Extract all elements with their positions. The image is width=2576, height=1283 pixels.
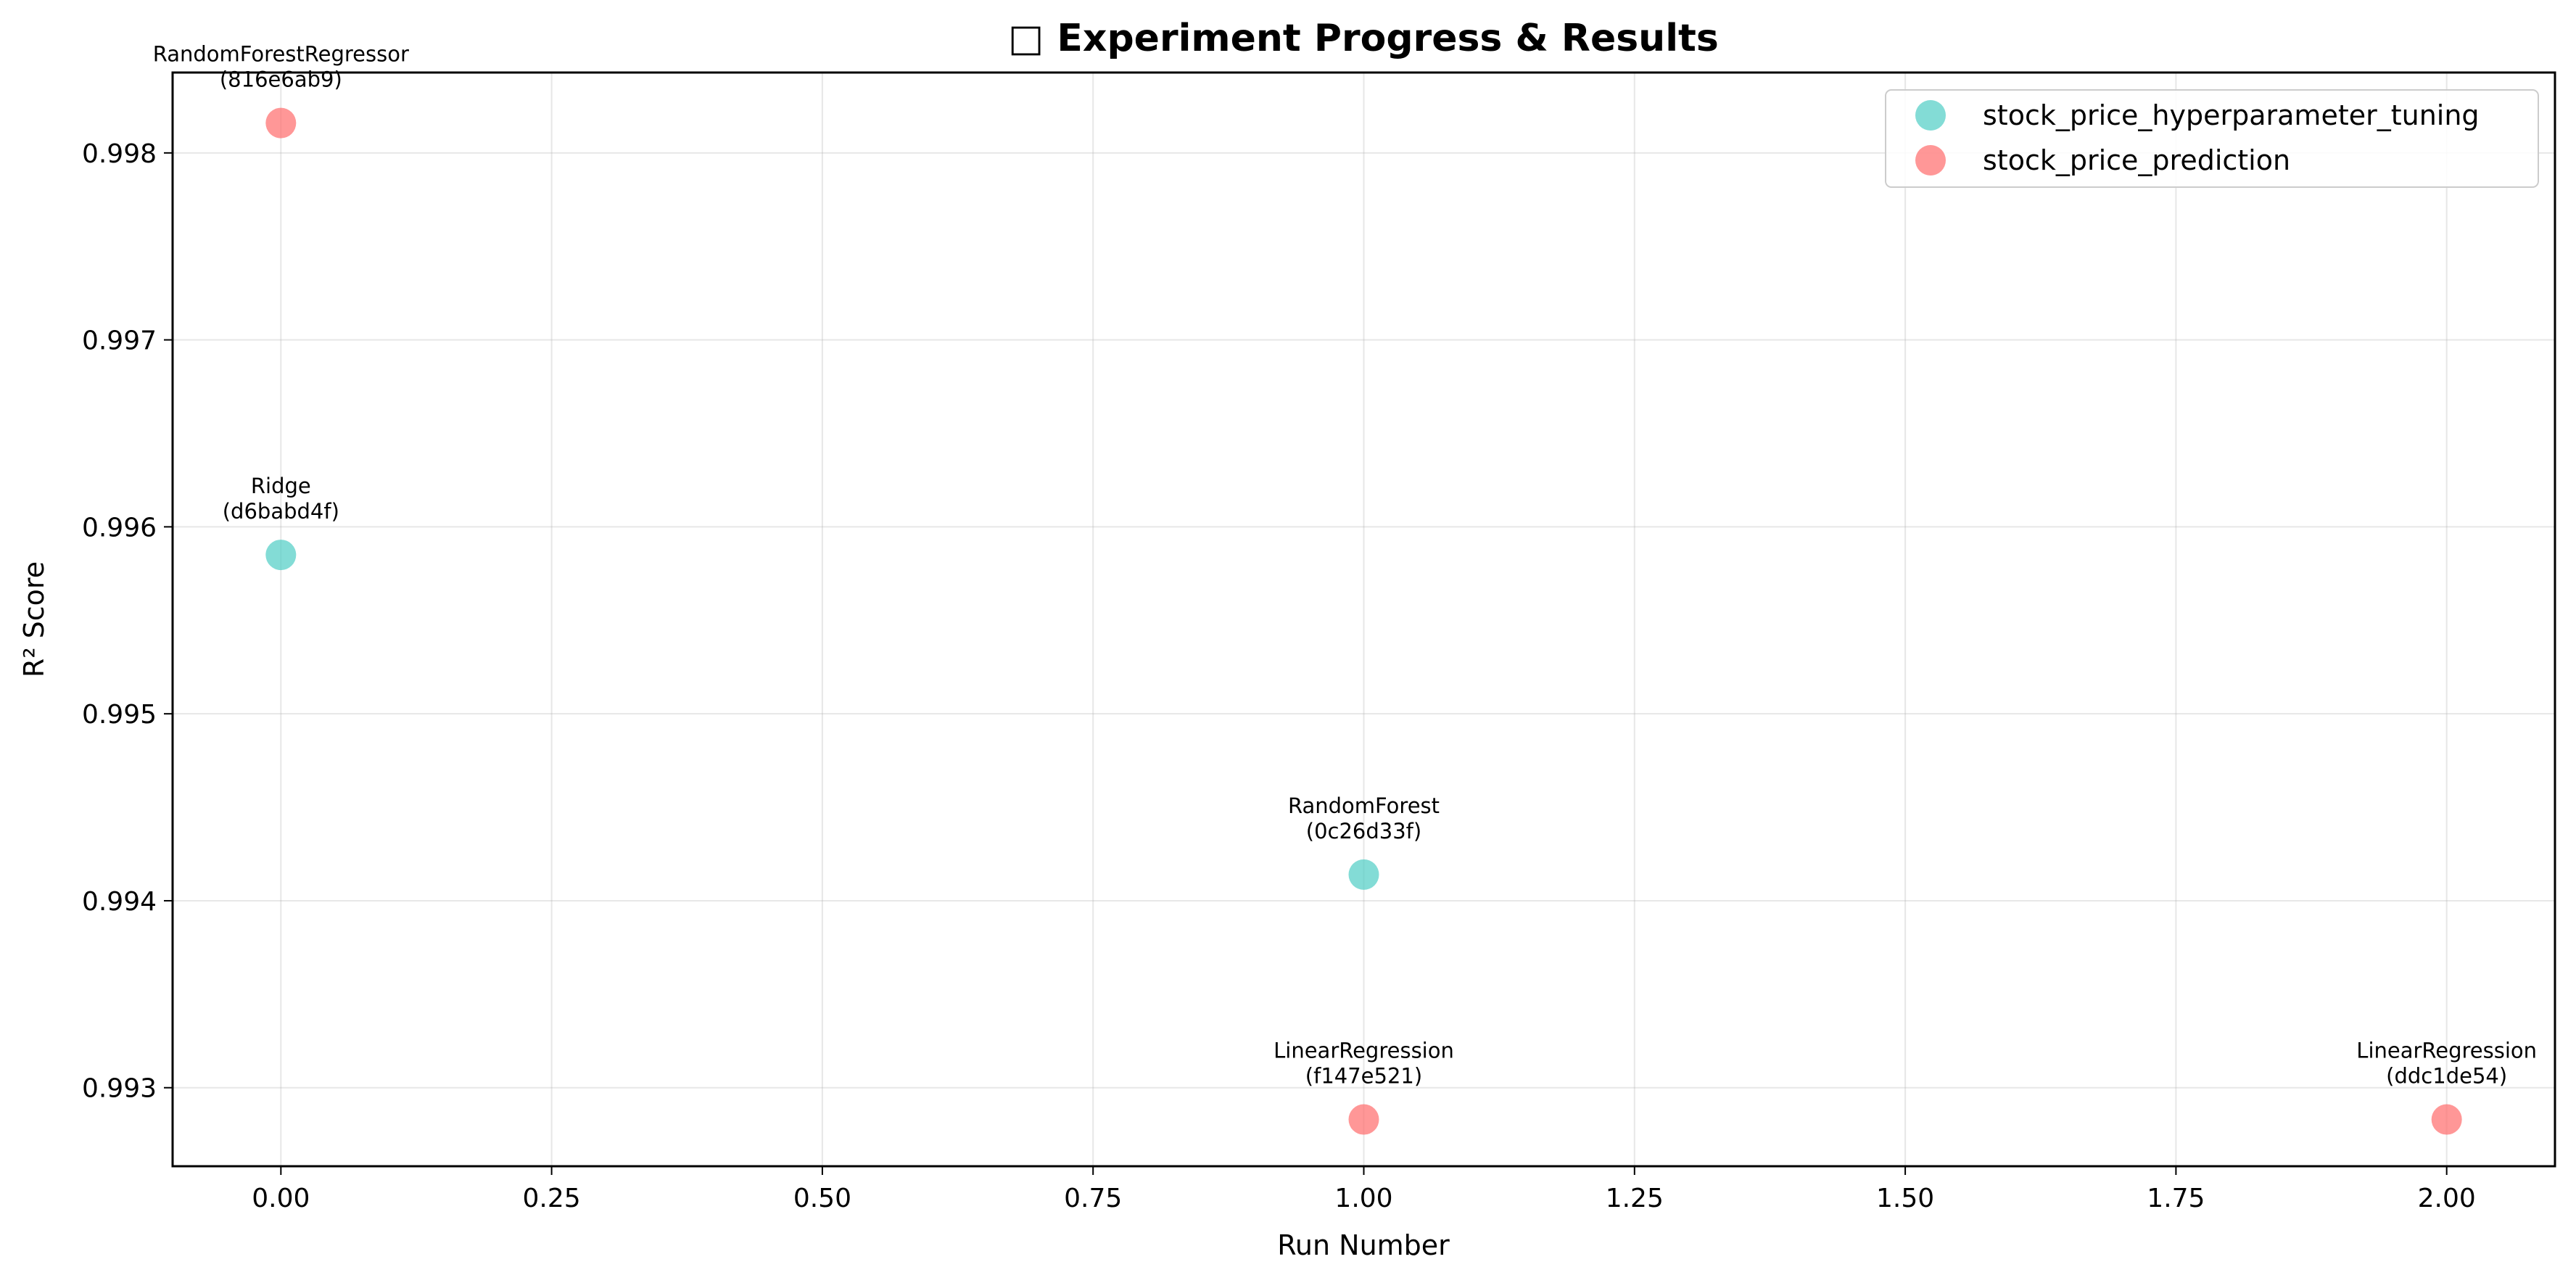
data-point — [265, 107, 297, 139]
point-label-model: LinearRegression — [2356, 1039, 2537, 1063]
data-point — [2431, 1104, 2462, 1135]
grid — [173, 73, 2555, 1166]
data-point — [1348, 1104, 1379, 1135]
data-point — [1348, 859, 1379, 890]
data-point — [265, 540, 297, 571]
x-tick-label: 2.00 — [2418, 1184, 2476, 1213]
x-axis-label: Run Number — [1277, 1229, 1450, 1261]
y-tick-label: 0.994 — [82, 887, 157, 917]
x-tick-label: 1.25 — [1606, 1184, 1664, 1213]
data-points: Ridge(d6babd4f) RandomForest(0c26d33f) Ran… — [153, 42, 2537, 1135]
legend: stock_price_hyperparameter_tuning stock_p… — [1885, 89, 2539, 188]
y-tick-label: 0.998 — [82, 139, 157, 169]
y-tick-label: 0.996 — [82, 513, 157, 543]
plot-frame — [171, 71, 2556, 1168]
y-axis-ticks: 0.993 0.994 0.995 0.996 0.997 0.998 — [82, 139, 173, 1104]
y-tick-label: 0.997 — [82, 326, 157, 356]
point-label-run-id: (816e6ab9) — [220, 67, 342, 92]
x-tick-label: 0.25 — [523, 1184, 581, 1213]
legend-box — [1885, 89, 2539, 188]
y-tick-label: 0.993 — [82, 1074, 157, 1104]
point-label-model: LinearRegression — [1273, 1039, 1454, 1063]
point-label-model: RandomForestRegressor — [153, 42, 409, 67]
x-tick-label: 0.00 — [252, 1184, 310, 1213]
point-label-run-id: (d6babd4f) — [223, 499, 339, 524]
x-tick-label: 1.75 — [2147, 1184, 2205, 1213]
point-label-model: Ridge — [251, 474, 311, 498]
x-axis-ticks: 0.00 0.25 0.50 0.75 1.00 1.25 1.50 1.75 2.00 — [252, 1166, 2476, 1213]
legend-marker — [1915, 100, 1946, 131]
x-tick-label: 0.50 — [793, 1184, 851, 1213]
point-label-run-id: (f147e521) — [1305, 1064, 1422, 1089]
x-tick-label: 0.75 — [1064, 1184, 1122, 1213]
x-tick-label: 1.00 — [1334, 1184, 1392, 1213]
chart-title: □ Experiment Progress & Results — [1008, 17, 1719, 60]
point-label-run-id: (0c26d33f) — [1306, 819, 1421, 843]
point-label-run-id: (ddc1de54) — [2386, 1064, 2507, 1089]
y-axis-label: R² Score — [18, 561, 50, 677]
x-tick-label: 1.50 — [1876, 1184, 1934, 1213]
y-tick-label: 0.995 — [82, 700, 157, 730]
legend-entry-label: stock_price_hyperparameter_tuning — [1983, 99, 2480, 131]
legend-marker — [1915, 145, 1946, 176]
point-label-model: RandomForest — [1288, 793, 1440, 818]
legend-entry-label: stock_price_prediction — [1983, 144, 2290, 176]
